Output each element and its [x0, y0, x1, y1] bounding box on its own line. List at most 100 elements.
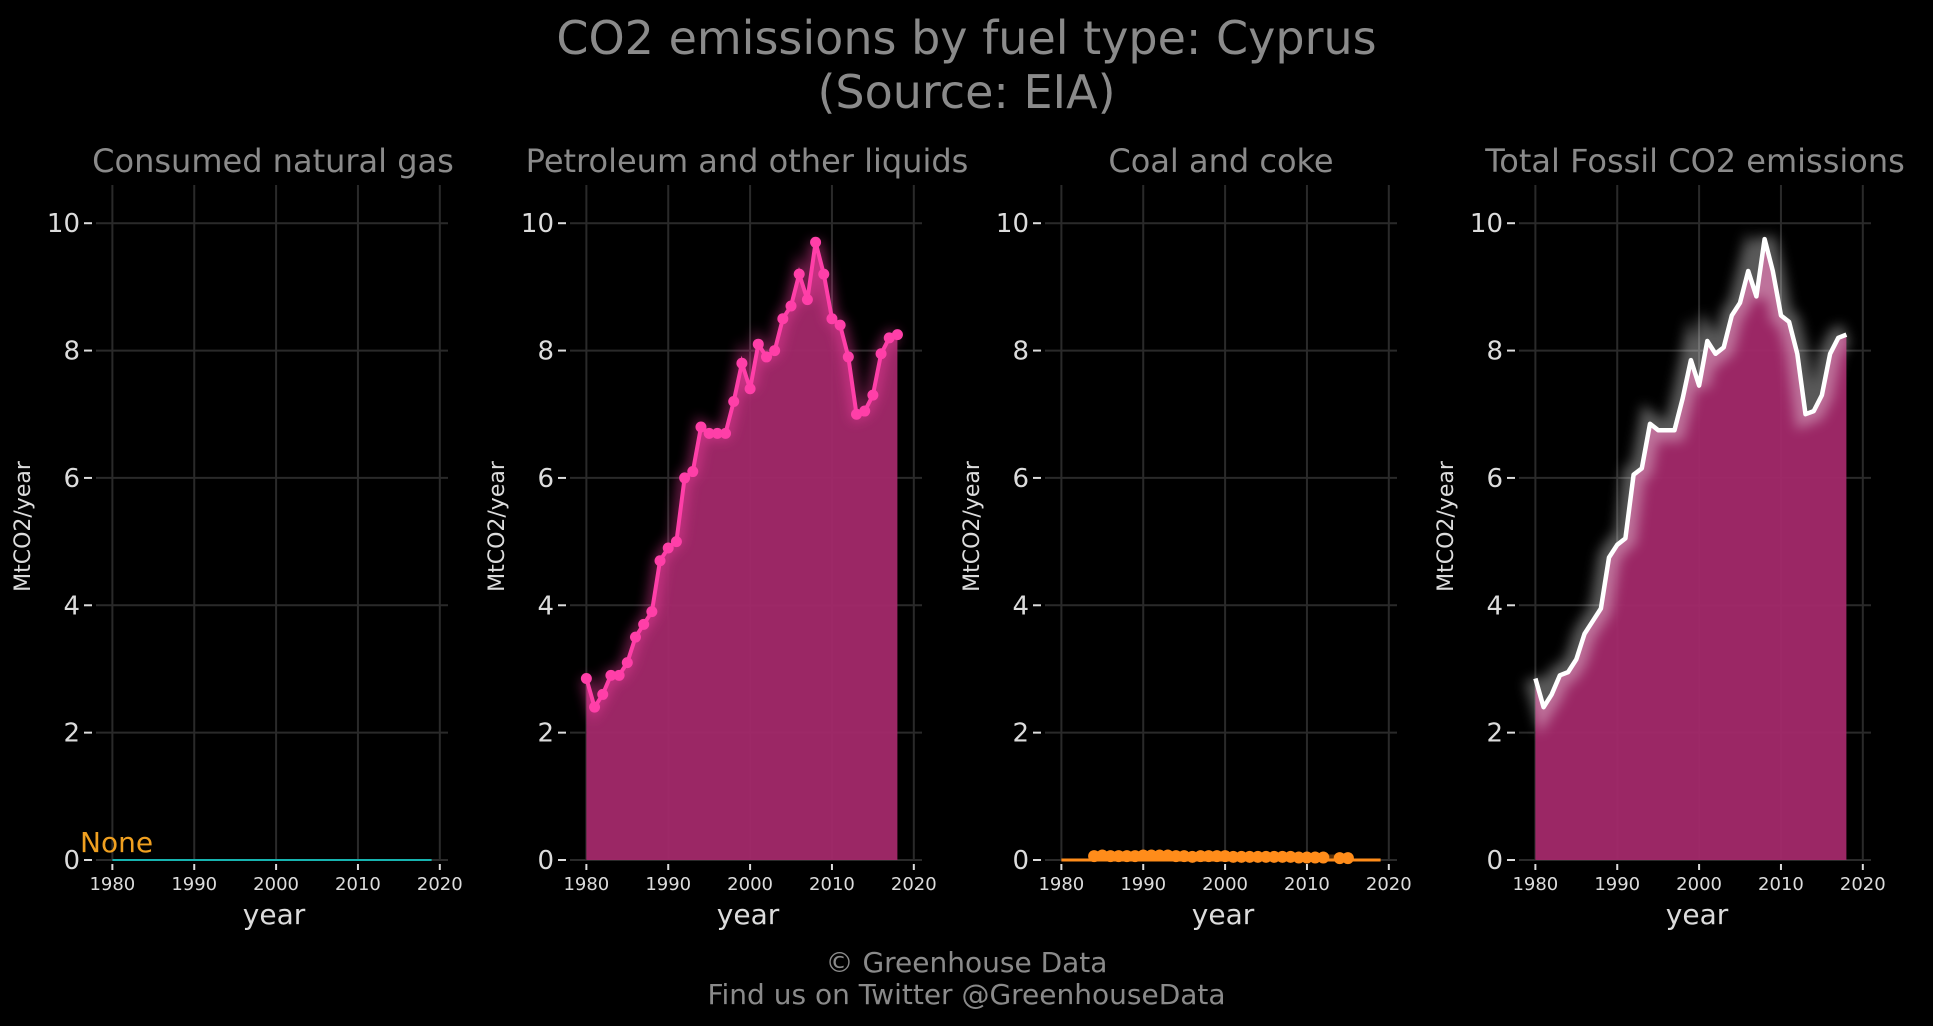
y-tick-label: 10	[47, 209, 80, 239]
data-point	[670, 536, 682, 548]
data-point	[621, 657, 633, 669]
data-point	[613, 669, 625, 681]
x-tick-label: 1990	[171, 874, 217, 895]
x-axis-label: year	[717, 898, 780, 931]
data-point	[646, 606, 658, 618]
y-axis-label: MtCO2/year	[1434, 460, 1459, 592]
y-tick-label: 2	[1012, 719, 1029, 749]
y-tick-label: 4	[1486, 591, 1503, 621]
data-point	[711, 427, 723, 439]
data-point	[760, 351, 772, 363]
data-point	[629, 631, 641, 643]
data-point	[744, 383, 756, 395]
panel-1: 0 2 4 6 8 10 1980 1990 2000 2010 2020 Consumed natu…	[11, 142, 463, 931]
x-axis-label: year	[243, 898, 306, 931]
panel-title: Coal and coke	[1108, 142, 1333, 180]
data-point	[785, 300, 797, 312]
x-tick-label: 2020	[1840, 874, 1886, 895]
x-tick-label: 2020	[891, 874, 937, 895]
data-point	[654, 555, 666, 567]
y-tick-label: 6	[537, 464, 554, 494]
y-tick-label: 4	[537, 591, 554, 621]
x-tick-label: 2020	[417, 874, 463, 895]
data-point	[687, 466, 699, 478]
y-tick-label: 0	[1486, 846, 1503, 876]
x-tick-label: 1990	[645, 874, 691, 895]
data-point	[842, 351, 854, 363]
data-point	[834, 319, 846, 331]
y-axis-label: MtCO2/year	[485, 460, 510, 592]
data-point	[728, 396, 740, 408]
x-tick-label: 1980	[563, 874, 609, 895]
data-point	[875, 348, 887, 360]
panel-2: 0 2 4 6 8 10 1980 1990 2000 2010 2020 Petroleum and…	[485, 142, 968, 931]
x-tick-label: 1990	[1594, 874, 1640, 895]
panel-3: 0 2 4 6 8 10 1980 1990 2000 2010 2020 Coal and coke…	[960, 142, 1412, 931]
data-point	[1341, 852, 1354, 865]
panel-4: 0 2 4 6 8 10 1980 1990 2000 2010 2020 Total Fossil …	[1434, 142, 1905, 931]
y-tick-label: 2	[537, 719, 554, 749]
footer-twitter: Find us on Twitter @GreenhouseData	[707, 978, 1226, 1011]
data-point	[752, 338, 764, 350]
data-point	[859, 405, 871, 417]
y-tick-label: 8	[1486, 337, 1503, 367]
x-tick-label: 1980	[1038, 874, 1084, 895]
data-point	[703, 427, 715, 439]
x-tick-label: 2000	[727, 874, 773, 895]
panel-title: Total Fossil CO2 emissions	[1484, 142, 1905, 180]
data-point	[720, 427, 732, 439]
x-tick-label: 2010	[1284, 874, 1330, 895]
series-line	[1533, 236, 1848, 710]
y-tick-label: 4	[63, 591, 80, 621]
y-tick-label: 10	[1470, 209, 1503, 239]
data-point	[777, 313, 789, 325]
panel-title: Consumed natural gas	[92, 142, 454, 180]
y-axis-label: MtCO2/year	[960, 460, 985, 592]
x-tick-label: 2000	[1676, 874, 1722, 895]
data-point	[1317, 851, 1330, 864]
y-tick-label: 6	[1012, 464, 1029, 494]
x-tick-label: 2020	[1366, 874, 1412, 895]
y-tick-label: 0	[1012, 846, 1029, 876]
data-point	[580, 673, 592, 685]
data-point	[810, 236, 822, 248]
data-point	[695, 421, 707, 433]
y-tick-label: 6	[1486, 464, 1503, 494]
y-tick-label: 6	[63, 464, 80, 494]
y-tick-label: 0	[63, 846, 80, 876]
y-tick-label: 8	[1012, 337, 1029, 367]
data-point	[638, 618, 650, 630]
data-point	[826, 313, 838, 325]
x-tick-label: 2010	[809, 874, 855, 895]
y-tick-label: 10	[996, 209, 1029, 239]
y-tick-label: 8	[63, 337, 80, 367]
none-annotation: None	[80, 826, 153, 859]
data-point	[589, 701, 601, 713]
y-tick-label: 0	[537, 846, 554, 876]
data-point	[679, 472, 691, 484]
y-tick-label: 4	[1012, 591, 1029, 621]
data-point	[736, 357, 748, 369]
y-axis-label: MtCO2/year	[11, 460, 36, 592]
x-tick-label: 2000	[253, 874, 299, 895]
data-point	[769, 345, 781, 357]
x-tick-label: 1980	[1512, 874, 1558, 895]
y-tick-label: 2	[1486, 719, 1503, 749]
y-tick-label: 8	[537, 337, 554, 367]
data-point	[818, 268, 830, 280]
data-point	[801, 294, 813, 306]
footer-copyright: © Greenhouse Data	[825, 946, 1108, 979]
x-tick-label: 1990	[1120, 874, 1166, 895]
data-point	[891, 329, 903, 341]
y-tick-label: 2	[63, 719, 80, 749]
panel-title: Petroleum and other liquids	[526, 142, 969, 180]
x-axis-label: year	[1192, 898, 1255, 931]
series-area	[586, 242, 898, 861]
chart-title-line1: CO2 emissions by fuel type: Cyprus	[556, 11, 1377, 65]
chart-title-line2: (Source: EIA)	[817, 65, 1116, 119]
y-tick-label: 10	[521, 209, 554, 239]
x-axis-label: year	[1666, 898, 1729, 931]
data-point	[793, 268, 805, 280]
data-point	[867, 389, 879, 401]
